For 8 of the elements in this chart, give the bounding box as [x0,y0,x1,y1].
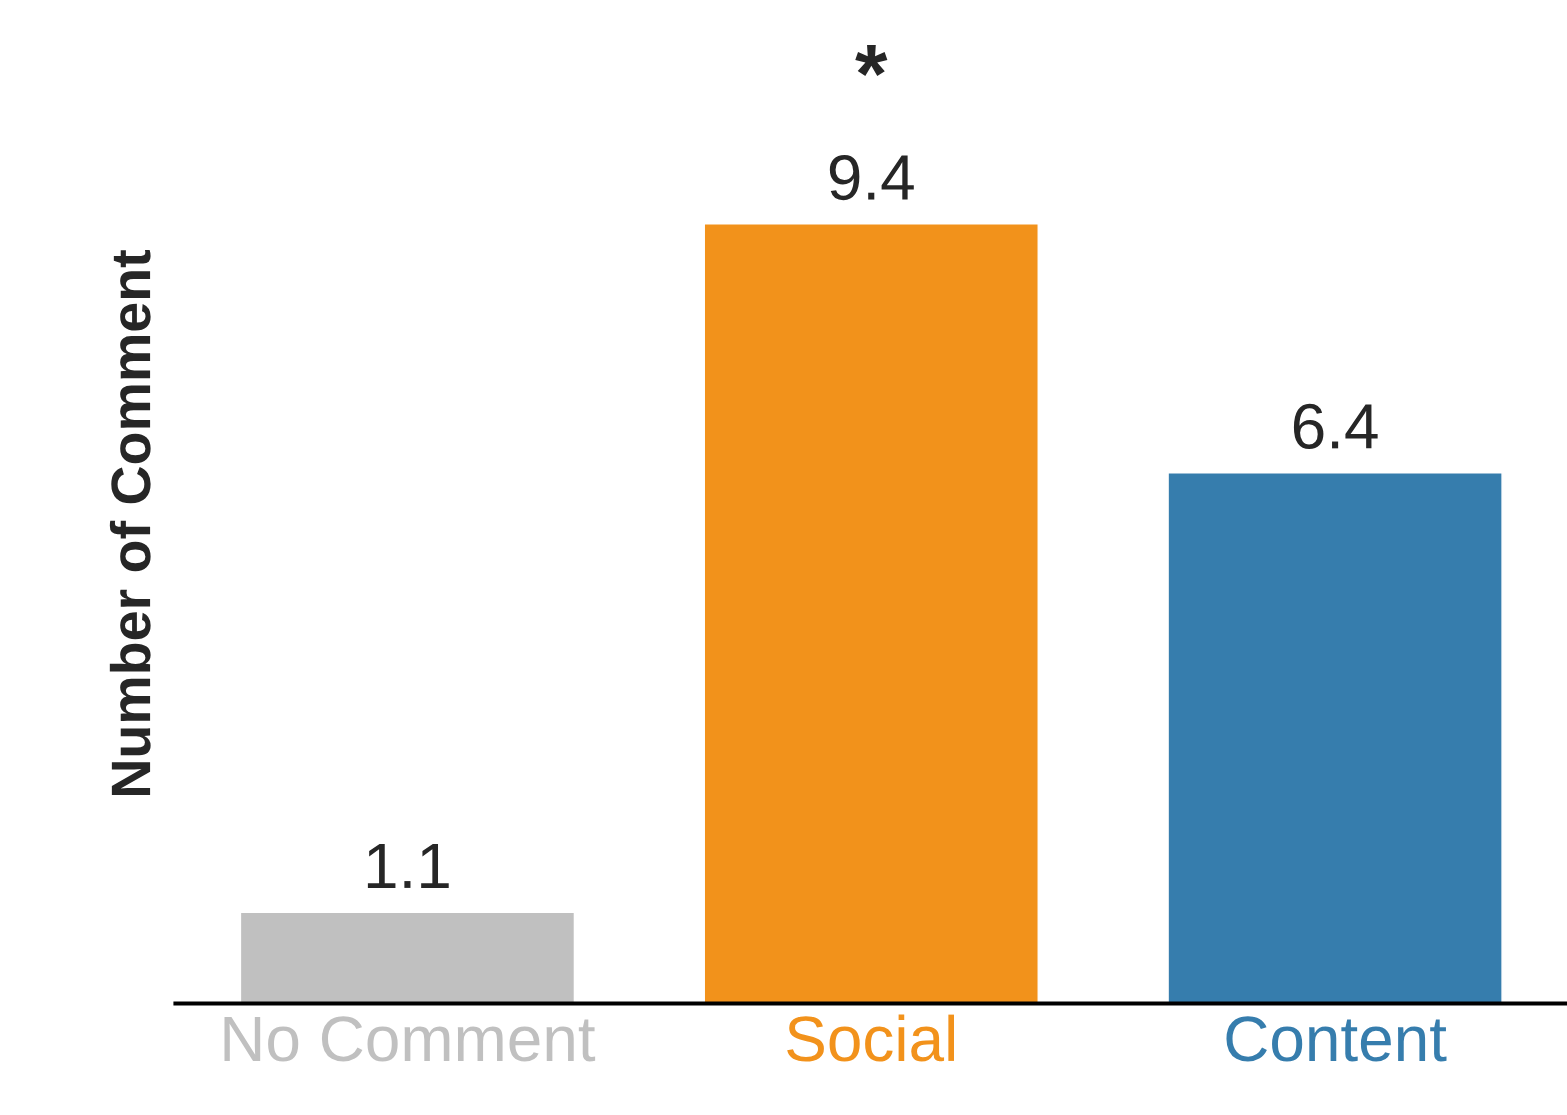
annotation: * [855,45,888,77]
data-label: 6.4 [1293,403,1378,449]
x-tick-label: Social [787,1014,954,1062]
y-axis-title: Number of Comment [109,250,151,796]
data-label: 9.4 [829,154,914,201]
data-label: 1.1 [367,843,449,888]
x-tick-label: No Comment [224,1016,596,1062]
x-tick-label: Content [1226,1016,1447,1062]
